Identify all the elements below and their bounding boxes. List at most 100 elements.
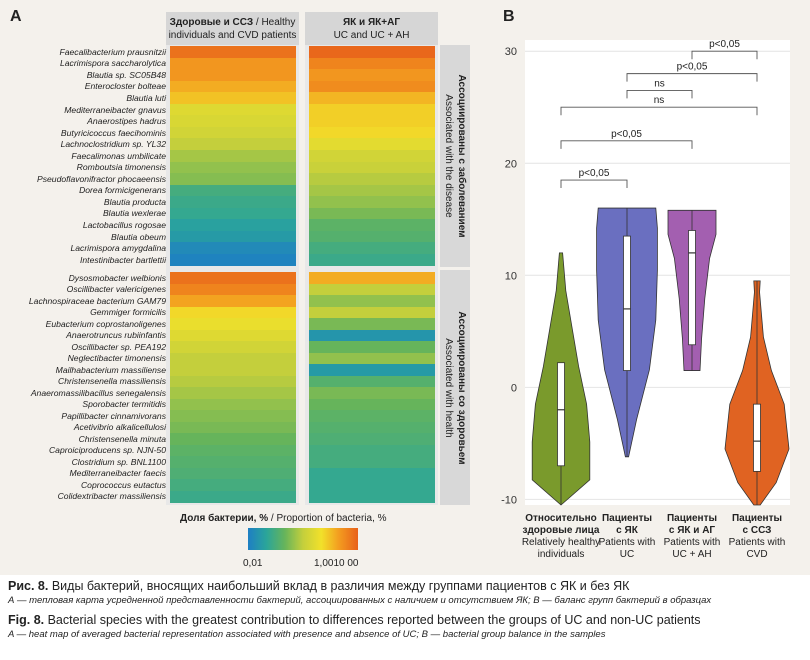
disease-bacterium-name: Faecalibacterium prausnitzii bbox=[59, 46, 166, 57]
caption-en-sub: A — heat map of averaged bacterial repre… bbox=[8, 629, 606, 640]
disease-bacterium-name: Lacrimispora amygdalina bbox=[70, 243, 166, 254]
disease-bacterium-cell bbox=[309, 69, 435, 82]
significance-bracket bbox=[691, 50, 758, 60]
health-bacterium-name: Acetivibrio alkalicellulosi bbox=[73, 422, 166, 433]
health-bacterium-cell bbox=[170, 444, 296, 457]
disease-bacterium-cell bbox=[309, 103, 435, 116]
x-label-ru: Пациенты с ЯК и АГ bbox=[666, 513, 718, 536]
figure-panel: A Здоровые и ССЗ / Healthy individuals a… bbox=[0, 0, 810, 575]
health-bacterium-name: Papillibacter cinnamivorans bbox=[61, 410, 166, 421]
disease-bacterium-cell bbox=[309, 115, 435, 128]
disease-bacterium-cell bbox=[170, 80, 296, 93]
disease-bacterium-name: Anaerostipes hadrus bbox=[87, 116, 166, 127]
health-bacterium-cell bbox=[309, 295, 435, 307]
health-bacterium-name: Oscillibacter sp. PEA192 bbox=[71, 341, 166, 352]
health-group-strip bbox=[440, 270, 470, 505]
disease-bacterium-cell bbox=[309, 161, 435, 174]
disease-bacterium-cell bbox=[309, 253, 435, 266]
caption-ru-title: Рис. 8. bbox=[8, 579, 49, 593]
health-bacterium-name: Mailhabacterium massiliense bbox=[55, 364, 166, 375]
disease-bacterium-cell bbox=[170, 115, 296, 128]
disease-bacterium-name: Blautia luti bbox=[126, 92, 166, 103]
health-bacterium-name: Sporobacter termitidis bbox=[82, 399, 166, 410]
disease-bacterium-cell bbox=[170, 173, 296, 186]
health-bacterium-cell bbox=[170, 433, 296, 445]
legend-title-bold: Доля бактерии, % bbox=[180, 513, 269, 524]
significance-label: p<0,05 bbox=[611, 129, 642, 140]
heatmap-column-header-uc: ЯК и ЯК+АГ UC and UC + AH bbox=[305, 12, 438, 45]
disease-bacterium-cell bbox=[309, 207, 435, 220]
health-bacterium-cell bbox=[170, 479, 296, 491]
significance-label: ns bbox=[654, 95, 665, 106]
disease-bacterium-cell bbox=[170, 138, 296, 151]
x-label-group-2: Пациенты с ЯК Patients with UC bbox=[597, 513, 657, 561]
significance-label: p<0,05 bbox=[579, 168, 610, 179]
health-bacterium-cell bbox=[309, 283, 435, 296]
health-bacterium-name: Christensenella massiliensis bbox=[58, 376, 166, 387]
significance-bracket bbox=[626, 73, 758, 82]
disease-bacterium-name: Blautia obeum bbox=[111, 231, 166, 242]
disease-bacterium-name: Lacrimispora saccharolytica bbox=[59, 58, 166, 69]
disease-bacterium-cell bbox=[170, 126, 296, 139]
col1-title-ru: Здоровые и ССЗ bbox=[169, 16, 254, 28]
disease-bacterium-name: Dorea formicigenerans bbox=[79, 185, 166, 196]
health-bacterium-cell bbox=[170, 375, 296, 388]
disease-bacterium-cell bbox=[170, 92, 296, 105]
health-bacterium-name: Neglectibacter timonensis bbox=[67, 353, 166, 364]
disease-bacterium-name: Lactobacillus rogosae bbox=[82, 220, 166, 231]
significance-label: ns bbox=[654, 78, 665, 89]
health-bacterium-name: Christensenella minuta bbox=[78, 433, 166, 444]
health-bacterium-cell bbox=[170, 352, 296, 365]
disease-bacterium-name: Blautia sp. SC05B48 bbox=[86, 69, 166, 80]
disease-bacterium-cell bbox=[170, 184, 296, 197]
health-bacterium-name: Coprococcus eutactus bbox=[80, 479, 166, 490]
disease-bacterium-cell bbox=[309, 80, 435, 93]
significance-bracket bbox=[626, 89, 693, 99]
col2-title-en: UC and UC + AH bbox=[333, 29, 410, 41]
caption-en-text: Bacterial species with the greatest cont… bbox=[44, 613, 701, 627]
health-bacterium-cell bbox=[170, 364, 296, 376]
disease-bacterium-cell bbox=[170, 69, 296, 82]
health-bacterium-cell bbox=[170, 387, 296, 399]
y-tick-label: 10 bbox=[505, 270, 517, 282]
disease-bacterium-cell bbox=[309, 92, 435, 105]
health-bacterium-name: Oscillibacter valericigenes bbox=[66, 284, 166, 295]
health-bacterium-cell bbox=[170, 410, 296, 422]
disease-bacterium-cell bbox=[170, 57, 296, 70]
health-bacterium-cell bbox=[170, 283, 296, 296]
legend-min-label: 0,01 bbox=[243, 558, 263, 569]
legend-max-label: 1,0010 00 bbox=[314, 558, 359, 569]
disease-bacterium-cell bbox=[309, 230, 435, 243]
disease-bacterium-name: Blautia producta bbox=[103, 196, 166, 207]
disease-bacterium-cell bbox=[309, 184, 435, 197]
disease-bacterium-cell bbox=[170, 219, 296, 232]
disease-bacterium-cell bbox=[309, 173, 435, 186]
health-bacterium-name: Caproiciproducens sp. NJN-50 bbox=[48, 445, 166, 456]
disease-bacterium-name: Enterocloster bolteae bbox=[84, 81, 166, 92]
caption-ru-sub: А — тепловая карта усредненной представл… bbox=[8, 595, 712, 606]
health-bacterium-cell bbox=[309, 398, 435, 411]
health-bacterium-name: Lachnospiraceae bacterium GAM79 bbox=[28, 295, 166, 306]
health-bacterium-cell bbox=[309, 318, 435, 330]
caption-en-title: Fig. 8. bbox=[8, 613, 45, 627]
health-bacterium-cell bbox=[309, 467, 435, 480]
x-label-ru: Пациенты с ЯК bbox=[601, 513, 653, 536]
health-bacterium-cell bbox=[309, 352, 435, 365]
x-label-group-4: Пациенты с ССЗ Patients with CVD bbox=[727, 513, 787, 561]
legend-title-rest: / Proportion of bacteria, % bbox=[270, 513, 387, 524]
disease-bacterium-cell bbox=[170, 253, 296, 266]
col2-title-ru: ЯК и ЯК+АГ bbox=[342, 16, 401, 28]
disease-bacterium-name: Romboutsia timonensis bbox=[76, 162, 166, 173]
health-bacterium-cell bbox=[309, 456, 435, 468]
health-bacterium-cell bbox=[309, 479, 435, 491]
health-bacterium-name: Anaeromassilibacillus senegalensis bbox=[30, 387, 166, 398]
disease-bacterium-name: Pseudoflavonifractor phocaeensis bbox=[37, 173, 166, 184]
x-label-en: Patients with CVD bbox=[728, 537, 786, 560]
health-bacterium-cell bbox=[170, 456, 296, 468]
health-bacterium-cell bbox=[170, 398, 296, 411]
health-bacterium-cell bbox=[309, 306, 435, 319]
x-label-ru: Относительно здоровые лица bbox=[522, 513, 600, 536]
violin-chart: 30 20 10 0 -10 p<0,05 p<0,05 ns ns p<0,05 p<0,05 bbox=[501, 39, 790, 506]
disease-bacterium-name: Lachnoclostridium sp. YL32 bbox=[60, 139, 166, 150]
health-bacterium-name: Eubacterium coprostanoligenes bbox=[45, 318, 166, 329]
